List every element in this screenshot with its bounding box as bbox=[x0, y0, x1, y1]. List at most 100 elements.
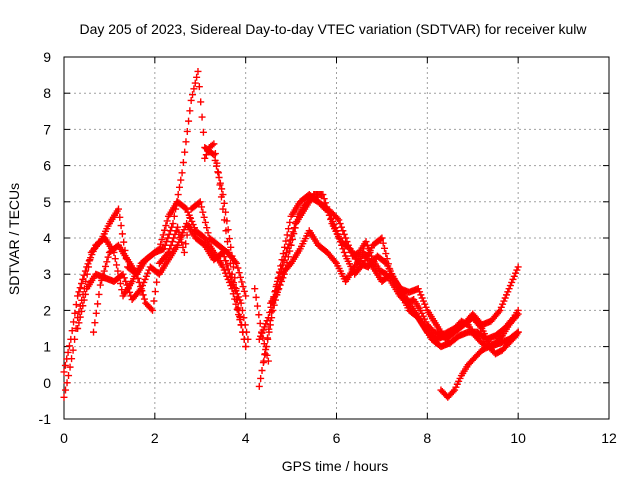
data-point bbox=[163, 238, 171, 246]
series-track-10 bbox=[251, 285, 272, 365]
data-point bbox=[225, 248, 233, 256]
y-tick-label: 7 bbox=[43, 121, 51, 137]
x-tick-label: 2 bbox=[151, 430, 159, 446]
data-point bbox=[175, 183, 183, 191]
data-point bbox=[177, 232, 185, 240]
data-point bbox=[264, 357, 272, 365]
data-point bbox=[344, 241, 352, 249]
data-point bbox=[235, 269, 243, 277]
data-point bbox=[81, 290, 89, 298]
data-point bbox=[239, 283, 247, 291]
data-point bbox=[186, 107, 194, 115]
data-point bbox=[220, 216, 228, 224]
data-point bbox=[103, 258, 111, 266]
data-point bbox=[178, 169, 186, 177]
data-point bbox=[201, 154, 209, 162]
data-point bbox=[72, 301, 80, 309]
data-point bbox=[117, 222, 125, 230]
series-track-4 bbox=[90, 198, 250, 336]
data-point bbox=[149, 306, 157, 314]
data-point bbox=[286, 247, 294, 255]
data-point bbox=[181, 204, 189, 212]
data-point bbox=[96, 281, 104, 289]
data-point bbox=[263, 317, 271, 325]
data-point bbox=[120, 238, 128, 246]
data-point bbox=[134, 274, 142, 282]
data-point bbox=[61, 361, 69, 369]
data-point bbox=[288, 235, 296, 243]
data-point bbox=[120, 274, 128, 282]
data-point bbox=[168, 238, 176, 246]
data-point bbox=[99, 272, 107, 280]
data-point bbox=[260, 323, 268, 331]
data-point bbox=[150, 297, 158, 305]
data-point bbox=[257, 374, 265, 382]
data-point bbox=[284, 225, 292, 233]
data-point bbox=[513, 266, 521, 274]
data-point bbox=[512, 269, 520, 277]
data-point bbox=[190, 85, 198, 93]
data-points bbox=[60, 67, 522, 401]
data-point bbox=[231, 258, 239, 266]
data-point bbox=[333, 214, 341, 222]
data-point bbox=[216, 181, 224, 189]
data-point bbox=[336, 220, 344, 228]
data-point bbox=[166, 227, 174, 235]
data-point bbox=[501, 294, 509, 302]
x-tick-label: 0 bbox=[60, 430, 68, 446]
data-point bbox=[224, 265, 232, 273]
data-point bbox=[287, 241, 295, 249]
data-point bbox=[104, 253, 112, 261]
data-point bbox=[98, 276, 106, 284]
data-point bbox=[68, 327, 76, 335]
data-point bbox=[264, 335, 272, 343]
data-point bbox=[204, 147, 212, 155]
data-point bbox=[75, 288, 83, 296]
y-tick-label: 1 bbox=[43, 339, 51, 355]
data-point bbox=[189, 91, 197, 99]
data-point bbox=[477, 323, 485, 331]
data-point bbox=[90, 328, 98, 336]
data-point bbox=[283, 248, 291, 256]
data-point bbox=[76, 313, 84, 321]
data-point bbox=[238, 306, 246, 314]
data-point bbox=[337, 223, 345, 231]
data-point bbox=[163, 250, 171, 258]
data-point bbox=[255, 335, 263, 343]
data-point bbox=[505, 285, 513, 293]
data-point bbox=[284, 253, 292, 261]
data-point bbox=[179, 243, 187, 251]
data-point bbox=[161, 226, 169, 234]
data-point bbox=[237, 321, 245, 329]
data-point bbox=[188, 217, 196, 225]
data-point bbox=[119, 270, 127, 278]
data-point bbox=[236, 312, 244, 320]
data-point bbox=[228, 270, 236, 278]
data-point bbox=[153, 278, 161, 286]
data-point bbox=[253, 302, 261, 310]
data-point bbox=[379, 239, 387, 247]
data-point bbox=[69, 346, 77, 354]
data-point bbox=[227, 259, 235, 267]
data-point bbox=[366, 248, 374, 256]
data-point bbox=[262, 345, 270, 353]
data-point bbox=[65, 372, 73, 380]
data-point bbox=[79, 302, 87, 310]
data-point bbox=[513, 312, 521, 320]
data-point bbox=[509, 275, 517, 283]
data-point bbox=[198, 113, 206, 121]
data-point bbox=[194, 67, 202, 75]
y-tick-label: 5 bbox=[43, 194, 51, 210]
data-point bbox=[279, 261, 287, 269]
data-point bbox=[154, 246, 162, 254]
data-point bbox=[139, 291, 147, 299]
data-point bbox=[279, 274, 287, 282]
data-point bbox=[114, 267, 122, 275]
data-point bbox=[64, 348, 72, 356]
data-point bbox=[342, 234, 350, 242]
data-point bbox=[118, 230, 126, 238]
data-point bbox=[256, 319, 264, 327]
data-point bbox=[182, 240, 190, 248]
data-point bbox=[158, 236, 166, 244]
data-point bbox=[177, 176, 185, 184]
